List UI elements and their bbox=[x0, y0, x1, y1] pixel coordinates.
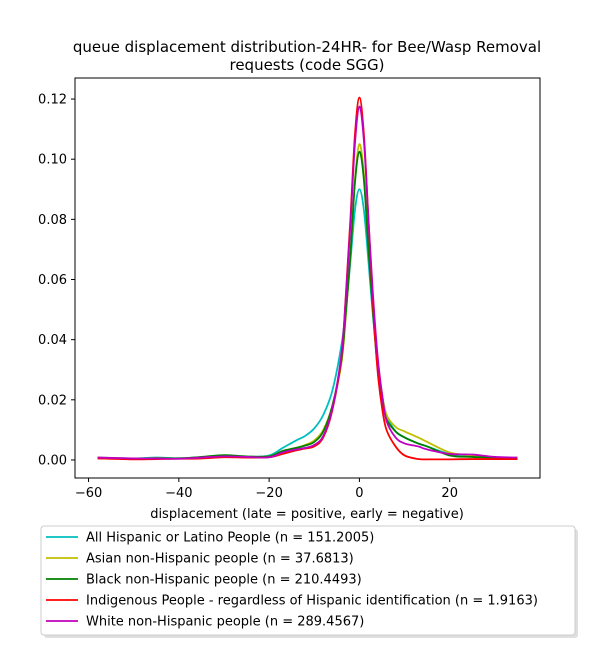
x-axis-label: displacement (late = positive, early = n… bbox=[150, 507, 464, 522]
x-tick-label: −20 bbox=[255, 486, 282, 501]
y-tick-label: 0.00 bbox=[38, 453, 67, 468]
y-tick-label: 0.08 bbox=[38, 213, 67, 228]
y-axis-ticks: 0.00 0.02 0.04 0.06 0.08 0.10 0.12 bbox=[38, 93, 75, 468]
legend-label-2: Asian non-Hispanic people (n = 37.6813) bbox=[86, 552, 354, 567]
legend-label-3: Black non-Hispanic people (n = 210.4493) bbox=[86, 573, 362, 588]
series-line-3 bbox=[97, 150, 518, 460]
x-tick-label: 20 bbox=[441, 486, 458, 501]
legend: All Hispanic or Latino People (n = 151.2… bbox=[40, 525, 578, 638]
legend-label-1: All Hispanic or Latino People (n = 151.2… bbox=[86, 531, 374, 546]
x-tick-label: −40 bbox=[165, 486, 192, 501]
x-axis-ticks: −60 −40 −20 0 20 bbox=[75, 478, 458, 501]
legend-box bbox=[40, 525, 576, 636]
series-line-5 bbox=[97, 105, 518, 460]
plot-frame bbox=[74, 77, 541, 479]
series-lines bbox=[97, 96, 518, 461]
y-tick-label: 0.04 bbox=[38, 333, 67, 348]
legend-label-5: White non-Hispanic people (n = 289.4567) bbox=[86, 615, 364, 630]
plot-area bbox=[74, 77, 541, 479]
x-tick-label: −60 bbox=[75, 486, 102, 501]
y-tick-label: 0.10 bbox=[38, 153, 67, 168]
chart-title-line-1: queue displacement distribution-24HR- fo… bbox=[73, 38, 541, 56]
x-tick-label: 0 bbox=[355, 486, 363, 501]
y-tick-label: 0.06 bbox=[38, 273, 67, 288]
legend-label-4: Indigenous People - regardless of Hispan… bbox=[86, 594, 538, 609]
chart-title-line-2: requests (code SGG) bbox=[229, 56, 384, 74]
legend-items: All Hispanic or Latino People (n = 151.2… bbox=[46, 531, 538, 630]
y-tick-label: 0.02 bbox=[38, 393, 67, 408]
y-tick-label: 0.12 bbox=[38, 93, 67, 108]
